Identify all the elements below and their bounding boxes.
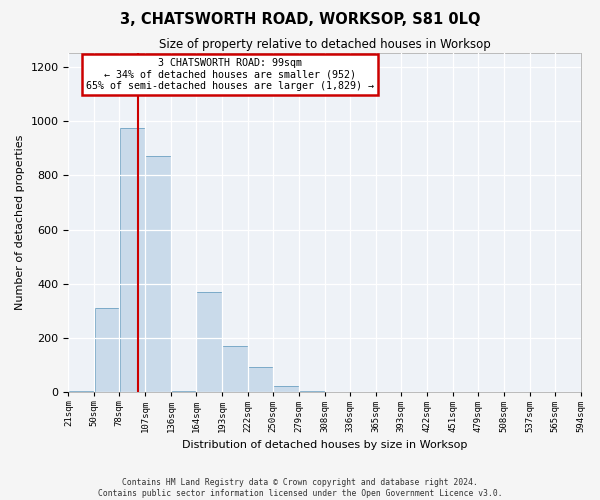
Text: 3 CHATSWORTH ROAD: 99sqm
← 34% of detached houses are smaller (952)
65% of semi-: 3 CHATSWORTH ROAD: 99sqm ← 34% of detach… bbox=[86, 58, 374, 92]
Bar bbox=[273, 386, 299, 392]
Bar bbox=[95, 308, 119, 392]
Text: Contains HM Land Registry data © Crown copyright and database right 2024.
Contai: Contains HM Land Registry data © Crown c… bbox=[98, 478, 502, 498]
Bar bbox=[145, 156, 171, 392]
Bar bbox=[119, 128, 145, 392]
Bar bbox=[196, 292, 222, 392]
Text: 3, CHATSWORTH ROAD, WORKSOP, S81 0LQ: 3, CHATSWORTH ROAD, WORKSOP, S81 0LQ bbox=[120, 12, 480, 28]
Bar bbox=[68, 391, 94, 392]
Y-axis label: Number of detached properties: Number of detached properties bbox=[15, 135, 25, 310]
X-axis label: Distribution of detached houses by size in Worksop: Distribution of detached houses by size … bbox=[182, 440, 467, 450]
Bar bbox=[172, 391, 196, 392]
Title: Size of property relative to detached houses in Worksop: Size of property relative to detached ho… bbox=[158, 38, 490, 51]
Bar bbox=[223, 346, 248, 393]
Bar bbox=[248, 366, 273, 392]
Bar bbox=[299, 391, 325, 392]
